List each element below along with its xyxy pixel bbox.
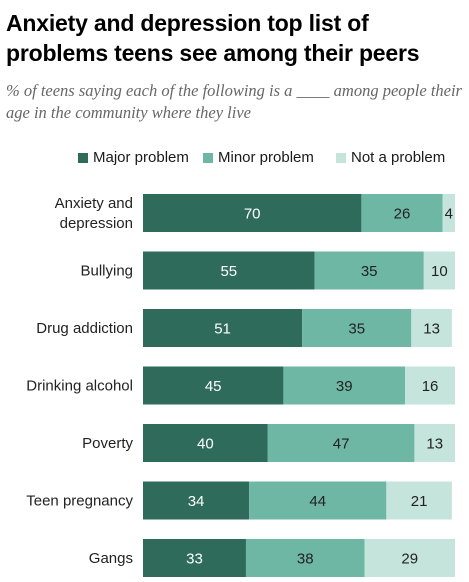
- data-label-major: 51: [214, 321, 231, 338]
- bar-segment-minor: [245, 539, 365, 577]
- chart-subtitle: % of teens saying each of the following …: [6, 81, 462, 122]
- bar-segment-not: [411, 309, 452, 347]
- legend-swatch-major: [78, 153, 88, 163]
- legend-label-major: Major problem: [93, 149, 189, 166]
- data-label-not: 10: [431, 263, 448, 280]
- bar-segment-not: [442, 194, 455, 232]
- data-label-not: 29: [401, 551, 418, 568]
- category-label: depression: [60, 215, 133, 232]
- data-label-major: 45: [205, 378, 222, 395]
- bar-row: Anxiety and depression 70 26 4: [55, 194, 455, 232]
- bar-segment-major: [143, 366, 284, 405]
- data-label-minor: 35: [361, 263, 378, 280]
- chart-title: Anxiety and depression top list of probl…: [6, 10, 420, 66]
- data-label-not: 4: [445, 206, 453, 223]
- bar-row: Poverty 40 47 13: [82, 424, 455, 462]
- bar-segment-major: [143, 424, 268, 462]
- bar-segment-major: [143, 539, 246, 577]
- legend-swatch-minor: [203, 153, 213, 163]
- data-label-minor: 26: [394, 206, 411, 223]
- category-label: Drinking alcohol: [26, 378, 133, 395]
- bar-segment-minor: [302, 309, 412, 347]
- data-label-not: 13: [426, 436, 443, 453]
- bar-segment-minor: [314, 251, 424, 290]
- bar-segment-major: [143, 309, 303, 347]
- bar-segment-major: [143, 251, 315, 290]
- bar-segment-major: [143, 481, 250, 520]
- bar-segment-not: [364, 539, 455, 577]
- bar-segment-major: [143, 194, 362, 232]
- bar-segment-minor: [361, 194, 443, 232]
- legend-label-not: Not a problem: [351, 149, 446, 166]
- data-label-minor: 47: [333, 436, 350, 453]
- data-label-major: 40: [197, 436, 214, 453]
- bar-segment-not: [386, 481, 452, 520]
- category-label: Gangs: [89, 550, 133, 567]
- bar-segment-not: [423, 251, 455, 290]
- data-label-not: 16: [422, 378, 439, 395]
- data-label-minor: 35: [348, 321, 365, 338]
- data-label-minor: 39: [336, 378, 353, 395]
- bar-segment-minor: [283, 366, 406, 405]
- data-label-major: 34: [188, 493, 205, 510]
- data-label-not: 13: [423, 321, 440, 338]
- bar-row: Bullying 55 35 10: [80, 251, 455, 290]
- category-label: Poverty: [82, 435, 133, 452]
- category-label: Bullying: [80, 263, 133, 280]
- legend-item-major: Major problem: [78, 148, 189, 168]
- legend-swatch-not: [336, 153, 346, 163]
- bar-segment-minor: [249, 481, 387, 520]
- data-label-minor: 44: [309, 493, 326, 510]
- bar-row: Drinking alcohol 45 39 16: [26, 366, 455, 405]
- bar-segment-not: [414, 424, 455, 462]
- category-label: Drug addiction: [36, 320, 133, 337]
- bar-row: Teen pregnancy 34 44 21: [26, 481, 452, 520]
- bar-row: Drug addiction 51 35 13: [36, 309, 452, 347]
- legend-item-minor: Minor problem: [203, 148, 314, 168]
- category-label: Teen pregnancy: [26, 493, 133, 510]
- legend-label-minor: Minor problem: [218, 149, 314, 166]
- category-label: Anxiety and: [55, 195, 133, 212]
- data-label-major: 55: [220, 263, 237, 280]
- bar-row: Gangs 33 38 29: [89, 539, 455, 577]
- bar-segment-minor: [267, 424, 415, 462]
- bar-segment-not: [405, 366, 455, 405]
- legend-item-not: Not a problem: [336, 148, 445, 168]
- data-label-major: 70: [244, 206, 261, 223]
- legend: Major problem Minor problem Not a proble…: [0, 148, 460, 168]
- data-label-minor: 38: [297, 551, 314, 568]
- data-label-not: 21: [411, 493, 428, 510]
- data-label-major: 33: [186, 551, 203, 568]
